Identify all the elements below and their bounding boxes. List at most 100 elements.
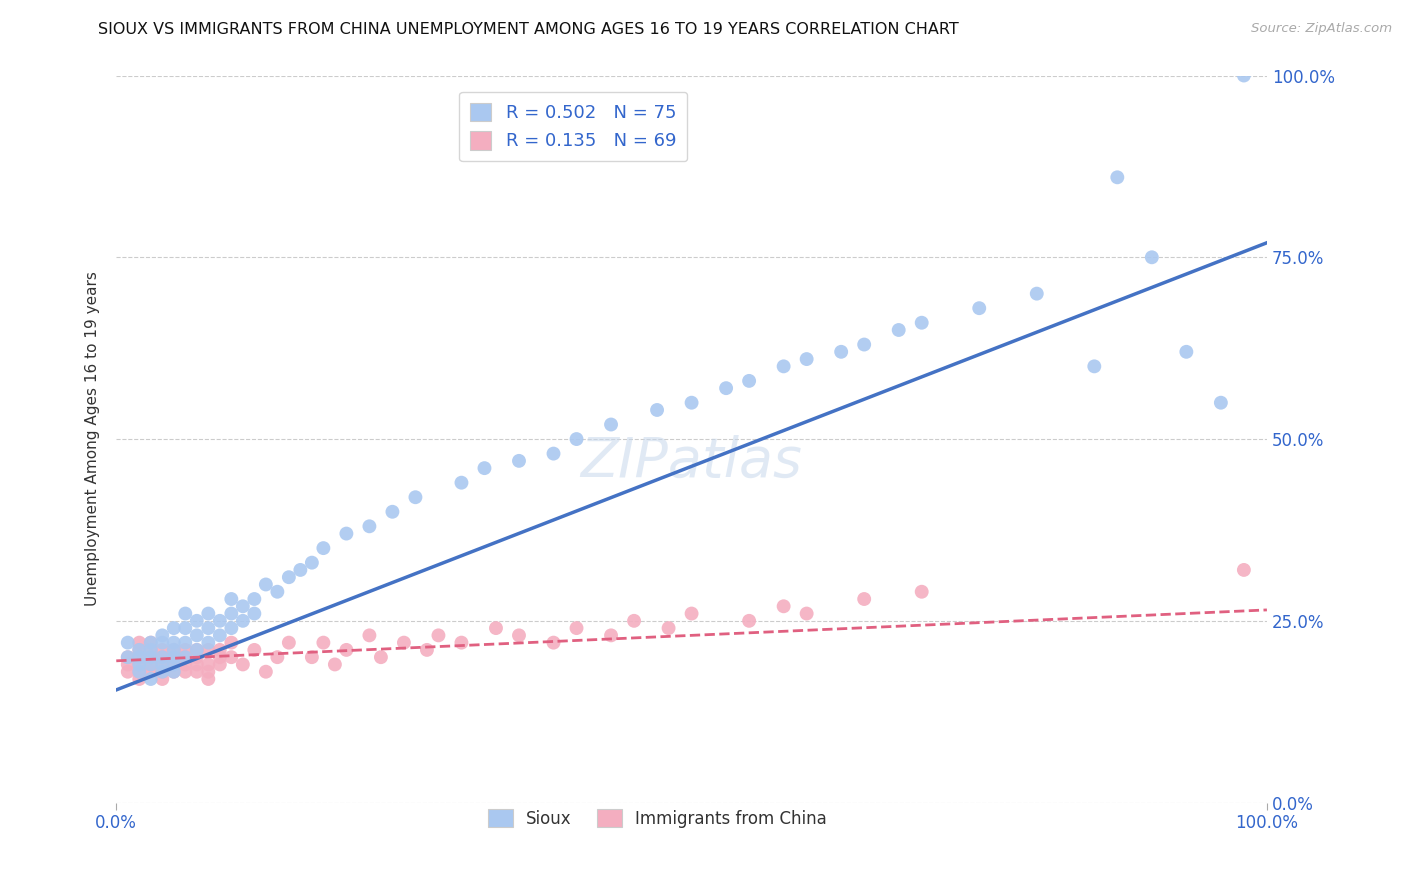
Point	[186, 643, 208, 657]
Point	[117, 650, 139, 665]
Point	[197, 643, 219, 657]
Point	[139, 650, 162, 665]
Point	[232, 657, 254, 672]
Point	[150, 672, 173, 686]
Point	[186, 665, 208, 679]
Point	[243, 643, 266, 657]
Point	[404, 490, 426, 504]
Point	[359, 519, 381, 533]
Point	[1025, 286, 1047, 301]
Point	[796, 352, 818, 367]
Point	[830, 344, 852, 359]
Point	[128, 657, 150, 672]
Point	[681, 607, 703, 621]
Point	[658, 621, 681, 635]
Point	[117, 665, 139, 679]
Point	[163, 650, 186, 665]
Point	[163, 643, 186, 657]
Point	[243, 592, 266, 607]
Point	[186, 628, 208, 642]
Point	[150, 657, 173, 672]
Point	[301, 650, 323, 665]
Point	[392, 635, 415, 649]
Point	[150, 643, 173, 657]
Point	[623, 614, 645, 628]
Point	[163, 635, 186, 649]
Point	[128, 665, 150, 679]
Point	[163, 650, 186, 665]
Point	[174, 657, 197, 672]
Point	[128, 643, 150, 657]
Point	[221, 592, 243, 607]
Point	[208, 628, 231, 642]
Point	[911, 584, 934, 599]
Point	[174, 643, 197, 657]
Point	[1233, 69, 1256, 83]
Point	[853, 337, 876, 351]
Point	[139, 643, 162, 657]
Point	[117, 650, 139, 665]
Point	[714, 381, 737, 395]
Point	[186, 657, 208, 672]
Point	[117, 635, 139, 649]
Point	[197, 657, 219, 672]
Point	[301, 556, 323, 570]
Point	[543, 447, 565, 461]
Point	[150, 657, 173, 672]
Point	[1083, 359, 1105, 374]
Point	[254, 577, 277, 591]
Point	[266, 650, 288, 665]
Point	[139, 635, 162, 649]
Point	[381, 505, 404, 519]
Point	[208, 650, 231, 665]
Point	[312, 541, 335, 555]
Point	[450, 475, 472, 490]
Point	[221, 607, 243, 621]
Point	[277, 570, 299, 584]
Point	[174, 650, 197, 665]
Point	[887, 323, 910, 337]
Point	[508, 628, 530, 642]
Point	[1233, 563, 1256, 577]
Point	[208, 657, 231, 672]
Point	[197, 607, 219, 621]
Point	[174, 607, 197, 621]
Point	[128, 665, 150, 679]
Point	[254, 665, 277, 679]
Point	[565, 432, 588, 446]
Point	[1175, 344, 1198, 359]
Point	[738, 614, 761, 628]
Point	[738, 374, 761, 388]
Point	[565, 621, 588, 635]
Point	[128, 657, 150, 672]
Point	[681, 395, 703, 409]
Point	[427, 628, 450, 642]
Point	[197, 672, 219, 686]
Point	[323, 657, 346, 672]
Point	[208, 614, 231, 628]
Point	[139, 650, 162, 665]
Point	[508, 454, 530, 468]
Point	[163, 643, 186, 657]
Point	[208, 643, 231, 657]
Point	[163, 657, 186, 672]
Text: SIOUX VS IMMIGRANTS FROM CHINA UNEMPLOYMENT AMONG AGES 16 TO 19 YEARS CORRELATIO: SIOUX VS IMMIGRANTS FROM CHINA UNEMPLOYM…	[98, 22, 959, 37]
Point	[186, 650, 208, 665]
Point	[174, 665, 197, 679]
Point	[772, 359, 794, 374]
Point	[150, 628, 173, 642]
Point	[600, 417, 623, 432]
Point	[232, 599, 254, 614]
Point	[139, 657, 162, 672]
Point	[150, 650, 173, 665]
Point	[221, 621, 243, 635]
Point	[163, 665, 186, 679]
Point	[163, 665, 186, 679]
Point	[128, 650, 150, 665]
Point	[796, 607, 818, 621]
Point	[117, 657, 139, 672]
Point	[911, 316, 934, 330]
Point	[174, 621, 197, 635]
Point	[772, 599, 794, 614]
Point	[474, 461, 496, 475]
